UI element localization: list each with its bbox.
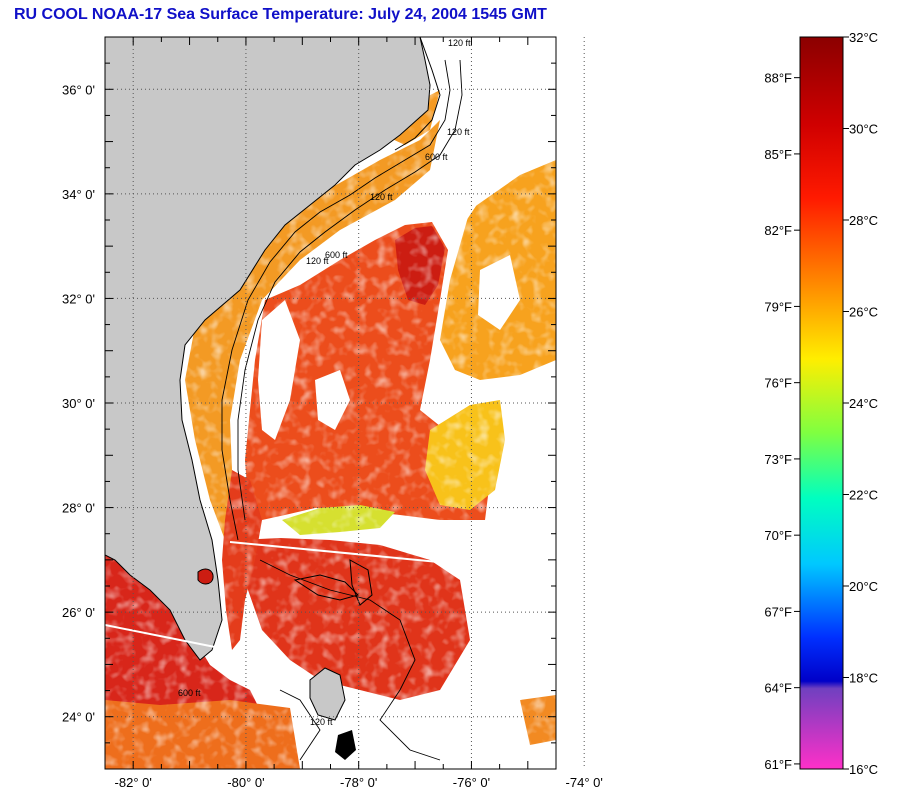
fahrenheit-tick-label: 73°F: [764, 452, 792, 467]
land-cuba-fragment: [335, 730, 356, 760]
celsius-tick-label: 30°C: [849, 122, 878, 137]
lon-tick-label: -76° 0': [453, 775, 490, 790]
longitude-axis: -82° 0' -80° 0' -78° 0' -76° 0' -74° 0': [115, 775, 603, 790]
lat-tick-label: 32° 0': [62, 291, 95, 306]
land-lake-okeechobee: [197, 568, 214, 585]
lat-tick-label: 36° 0': [62, 82, 95, 97]
celsius-tick-label: 28°C: [849, 213, 878, 228]
isobath-label-group: 120 ft 120 ft 600 ft 120 ft 600 ft 120 f…: [178, 38, 471, 727]
isobath-label: 120 ft: [306, 256, 329, 266]
colorbar-ramp: [799, 36, 844, 770]
isobath-label: 120 ft: [448, 38, 471, 48]
celsius-tick-label: 18°C: [849, 671, 878, 686]
land-abaco: [349, 559, 373, 606]
land-andros-island: [309, 667, 346, 721]
celsius-tick-label: 16°C: [849, 762, 878, 777]
isobath-label: 600 ft: [325, 250, 348, 260]
isobath-label: 120 ft: [310, 717, 333, 727]
celsius-tick-label: 22°C: [849, 488, 878, 503]
isobath-label: 120 ft: [447, 127, 470, 137]
lat-tick-label: 26° 0': [62, 605, 95, 620]
celsius-tick-label: 32°C: [849, 30, 878, 45]
fahrenheit-tick-label: 67°F: [764, 604, 792, 619]
lon-tick-label: -74° 0': [566, 775, 603, 790]
fahrenheit-tick-label: 88°F: [764, 71, 792, 86]
lat-tick-label: 28° 0': [62, 501, 95, 516]
fahrenheit-tick-label: 82°F: [764, 223, 792, 238]
isobath-label: 600 ft: [178, 688, 201, 698]
celsius-scale: 32°C 30°C 28°C 26°C 24°C 22°C 20°C 18°C 16°C: [843, 30, 878, 777]
lat-tick-label: 34° 0': [62, 187, 95, 202]
fahrenheit-tick-label: 64°F: [764, 681, 792, 696]
fahrenheit-tick-label: 76°F: [764, 376, 792, 391]
land-southeast-us: [105, 37, 431, 661]
celsius-tick-label: 24°C: [849, 396, 878, 411]
map-title: RU COOL NOAA-17 Sea Surface Temperature:…: [14, 6, 547, 23]
fahrenheit-tick-label: 85°F: [764, 147, 792, 162]
isobath-label: 600 ft: [425, 152, 448, 162]
lon-tick-label: -82° 0': [115, 775, 152, 790]
land-grand-bahama: [293, 574, 359, 601]
fahrenheit-tick-label: 70°F: [764, 528, 792, 543]
lat-tick-label: 30° 0': [62, 396, 95, 411]
latitude-axis: 36° 0' 34° 0' 32° 0' 30° 0' 28° 0' 26° 0' 24° …: [62, 82, 95, 724]
lat-tick-label: 24° 0': [62, 710, 95, 725]
fahrenheit-tick-label: 79°F: [764, 299, 792, 314]
land-outer-banks: [394, 37, 441, 151]
lon-tick-label: -78° 0': [340, 775, 377, 790]
isobath-contours: [221, 59, 463, 761]
celsius-tick-label: 20°C: [849, 579, 878, 594]
celsius-tick-label: 26°C: [849, 305, 878, 320]
frame-ticks: [104, 36, 557, 770]
fahrenheit-scale: 88°F 85°F 82°F 79°F 76°F 73°F 70°F 67°F 64°F 61°F: [764, 71, 800, 772]
scanline-artifacts: [105, 541, 471, 651]
fahrenheit-tick-label: 61°F: [764, 757, 792, 772]
lon-tick-label: -80° 0': [227, 775, 264, 790]
isobath-label: 120 ft: [370, 192, 393, 202]
